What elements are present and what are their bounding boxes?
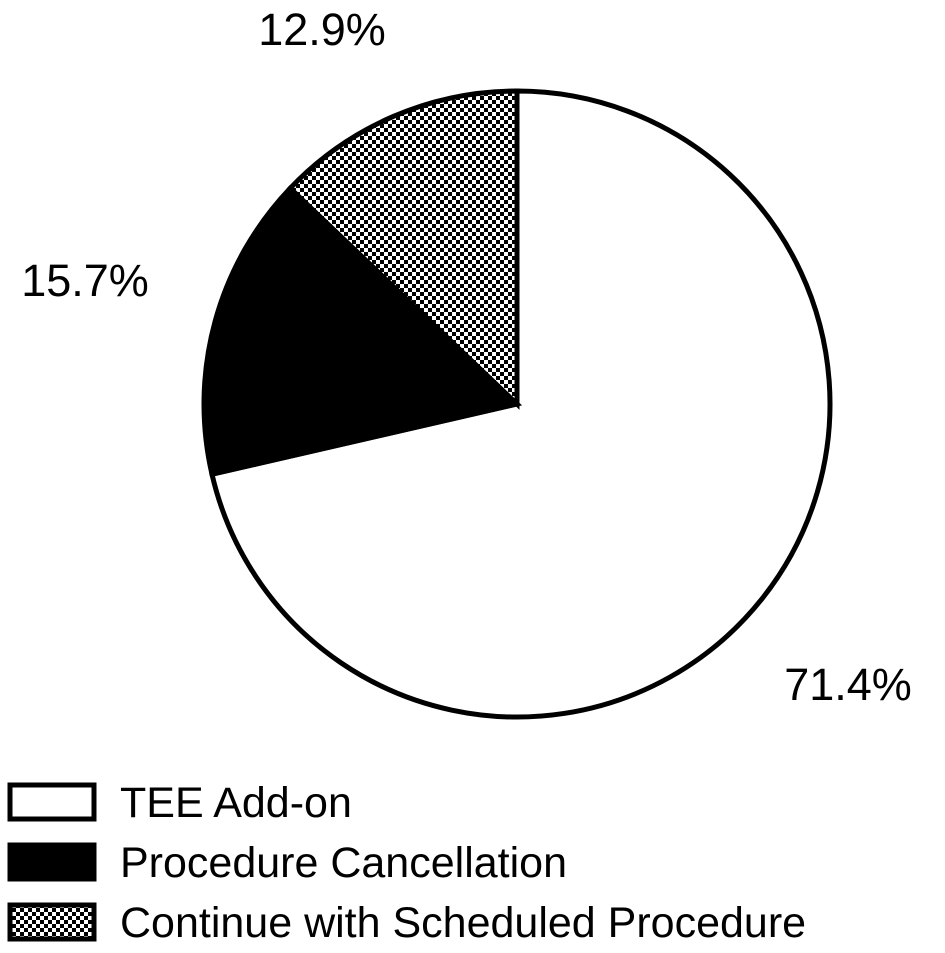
pie-value-label-tee-add-on: 71.4%	[784, 659, 912, 710]
legend-swatch-tee-add-on	[7, 782, 97, 822]
pie-slice-tee-add-on	[208, 88, 833, 720]
legend-label-continue-with-scheduled-procedure: Continue with Scheduled Procedure	[120, 899, 806, 947]
pie-slice-continue-with-scheduled-procedure	[286, 88, 520, 410]
legend-item-continue-with-scheduled-procedure: Continue with Scheduled Procedure	[7, 899, 806, 947]
legend-label-tee-add-on: TEE Add-on	[120, 779, 352, 827]
legend-swatch-continue-with-scheduled-procedure	[7, 902, 97, 942]
pie-value-labels: 71.4% 15.7% 12.9%	[21, 4, 912, 710]
pie-slices	[201, 88, 833, 720]
pie-value-label-continue-with-scheduled-procedure: 12.9%	[258, 4, 386, 55]
pie-value-label-procedure-cancellation: 15.7%	[21, 255, 149, 306]
legend-swatch-procedure-cancellation	[7, 842, 97, 882]
pie-slice-procedure-cancellation	[201, 184, 523, 478]
legend-item-procedure-cancellation: Procedure Cancellation	[7, 839, 567, 887]
legend-label-procedure-cancellation: Procedure Cancellation	[120, 839, 567, 887]
legend: TEE Add-on Procedure Cancellation Continue…	[7, 779, 806, 947]
legend-item-tee-add-on: TEE Add-on	[7, 779, 352, 827]
